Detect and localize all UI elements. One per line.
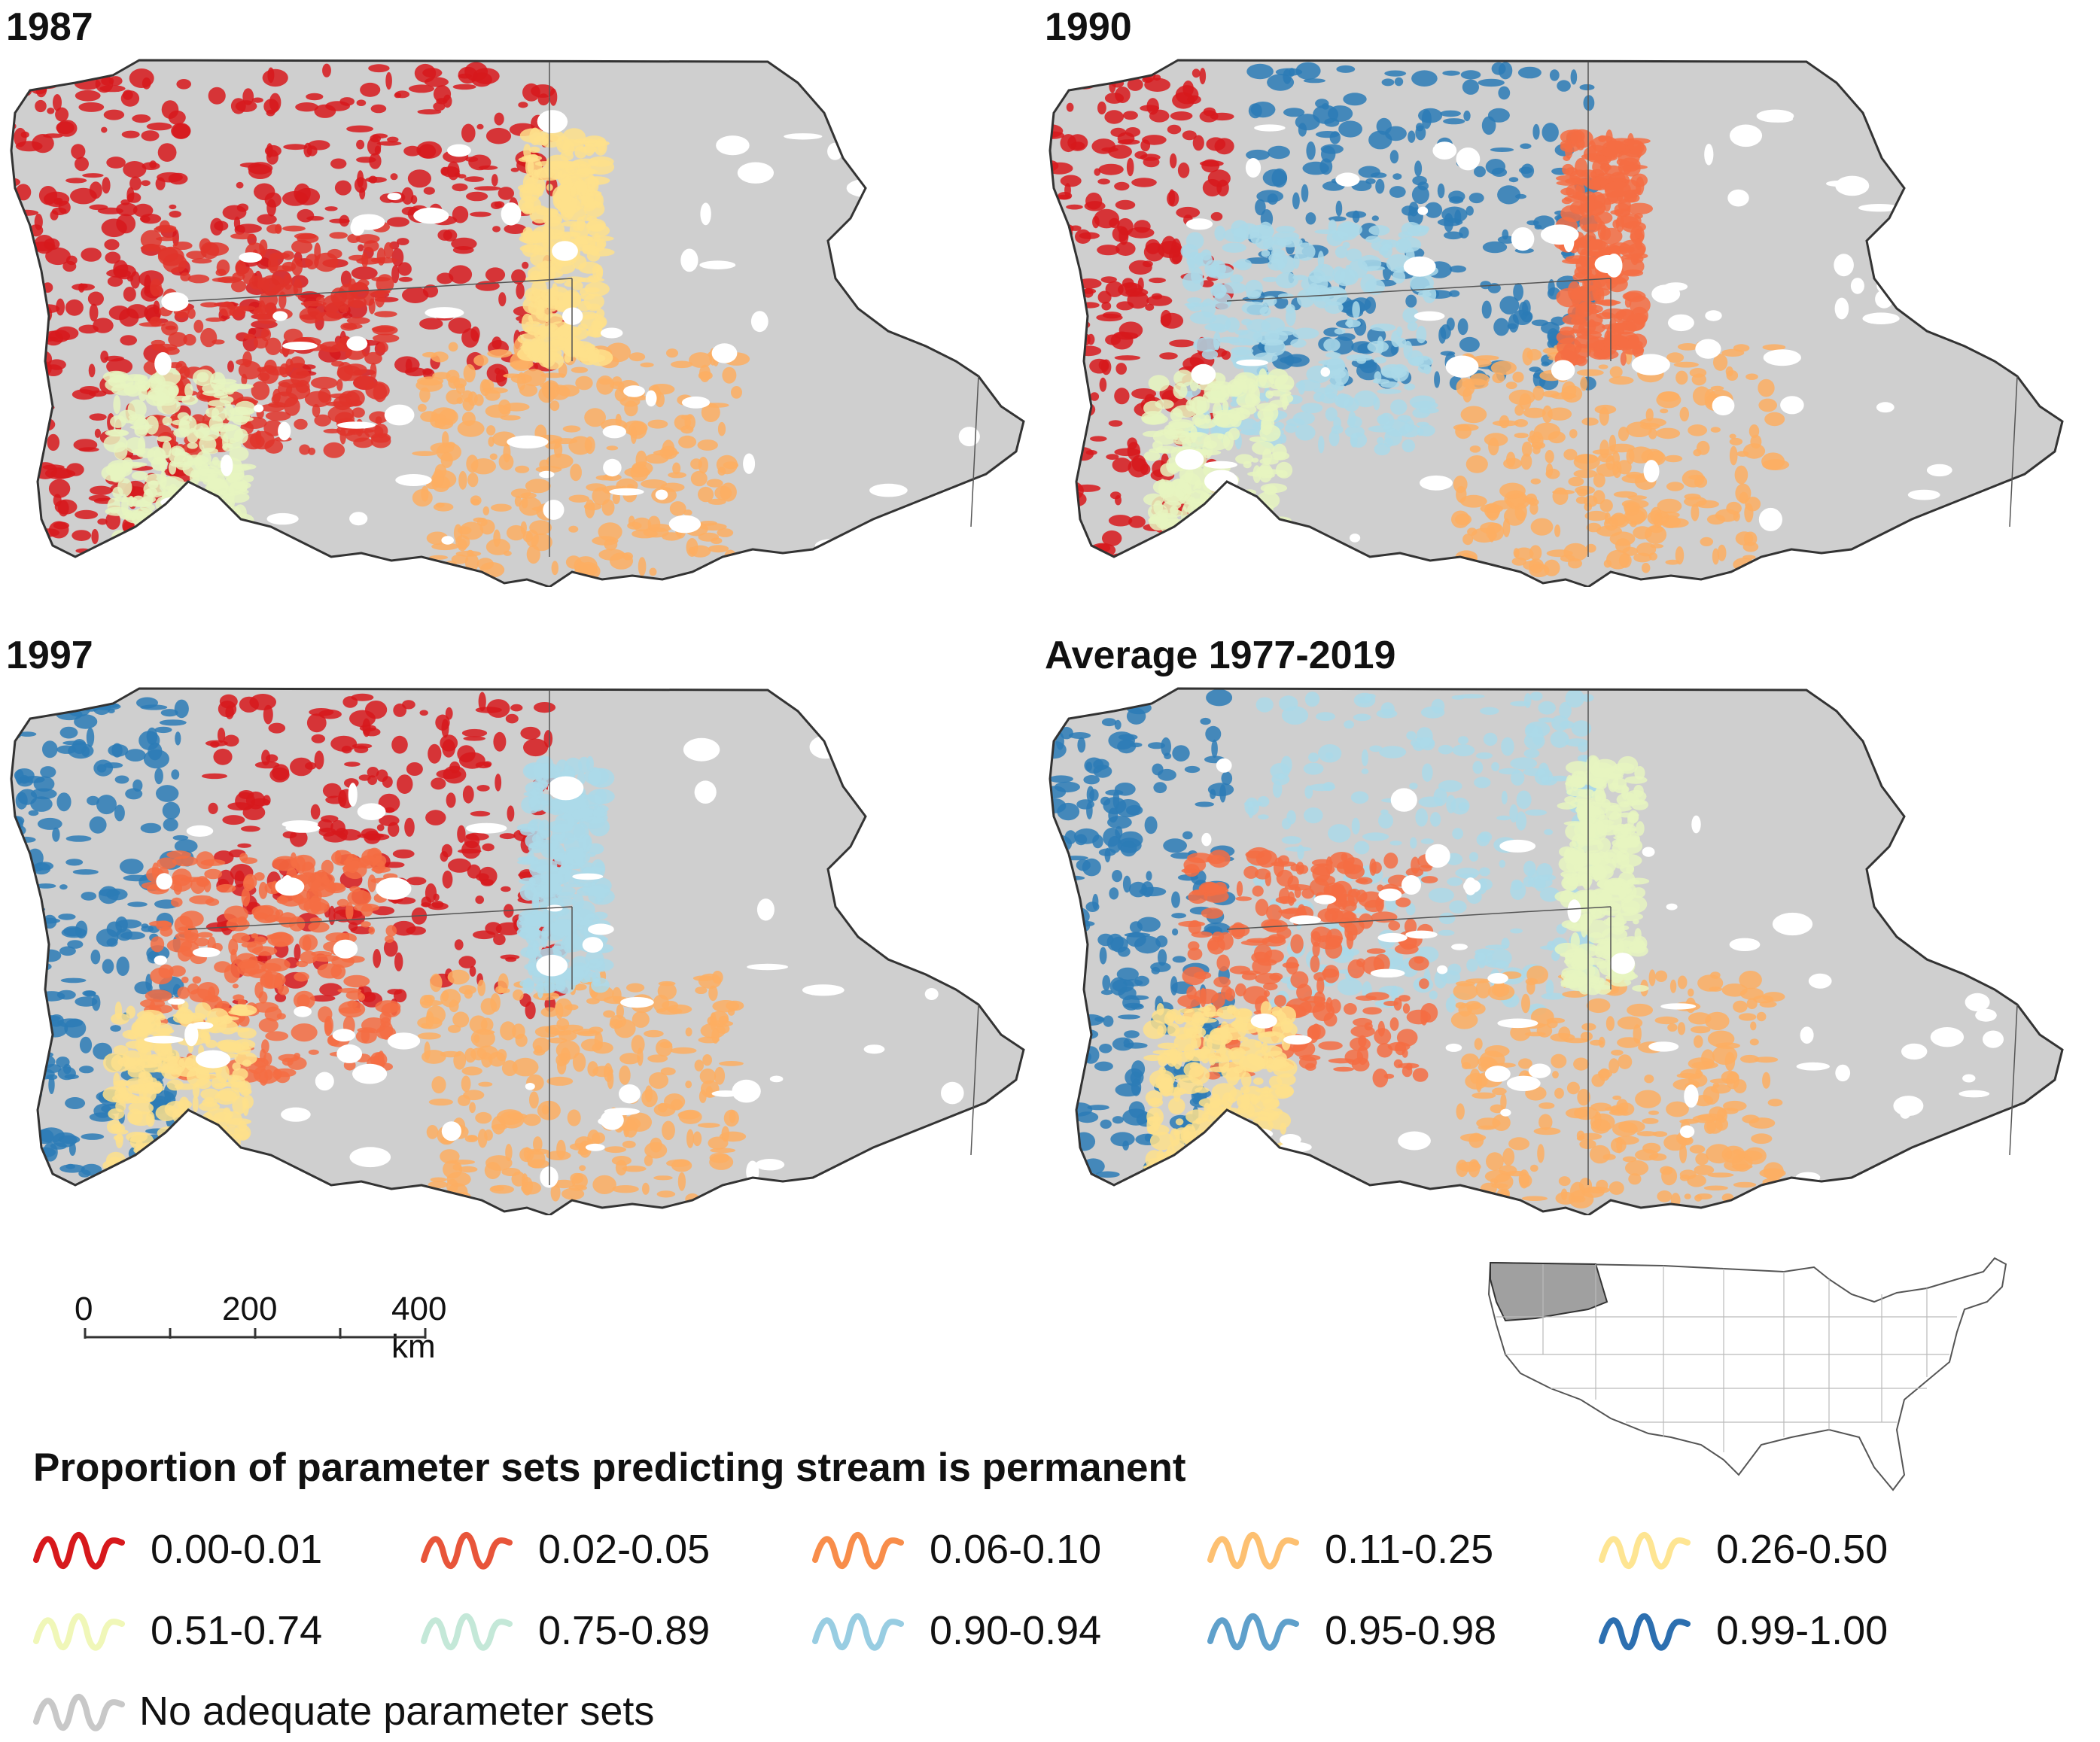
map-panel-1997: 1997 xyxy=(0,628,1039,1215)
legend-label: 0.90-0.94 xyxy=(930,1607,1101,1654)
stream-line-swatch-icon xyxy=(1204,1607,1302,1660)
legend-label: 0.51-0.74 xyxy=(151,1607,322,1654)
region-map-1987 xyxy=(0,0,1039,587)
stream-line-swatch-icon xyxy=(1596,1526,1694,1579)
legend-label: 0.75-0.89 xyxy=(538,1607,710,1654)
legend-label: 0.95-0.98 xyxy=(1325,1607,1496,1654)
region-map-1997 xyxy=(0,628,1039,1215)
region-map-1990 xyxy=(1039,0,2077,587)
stream-line-swatch-icon xyxy=(809,1607,907,1660)
legend-label: 0.26-0.50 xyxy=(1716,1526,1888,1573)
stream-line-swatch-icon xyxy=(30,1607,128,1660)
map-panel-1990: 1990 xyxy=(1039,0,2077,587)
legend-label: No adequate parameter sets xyxy=(139,1688,654,1734)
legend: Proportion of parameter sets predicting … xyxy=(30,1445,2062,1738)
stream-line-swatch-icon xyxy=(30,1688,128,1740)
stream-line-swatch-icon xyxy=(1204,1526,1302,1579)
stream-line-swatch-icon xyxy=(809,1526,907,1579)
legend-label: 0.11-0.25 xyxy=(1325,1526,1493,1573)
stream-line-swatch-icon xyxy=(30,1526,128,1579)
scale-bar-ruler xyxy=(72,1291,463,1381)
stream-line-swatch-icon xyxy=(1596,1607,1694,1660)
legend-label: 0.00-0.01 xyxy=(151,1526,322,1573)
map-panel-average: Average 1977-2019 xyxy=(1039,628,2077,1215)
stream-line-swatch-icon xyxy=(418,1526,516,1579)
legend-label: 0.99-1.00 xyxy=(1716,1607,1888,1654)
region-map-average xyxy=(1039,628,2077,1215)
legend-title: Proportion of parameter sets predicting … xyxy=(33,1445,1186,1491)
legend-label: 0.06-0.10 xyxy=(930,1526,1101,1573)
legend-label: 0.02-0.05 xyxy=(538,1526,710,1573)
map-panel-1987: 1987 xyxy=(0,0,1039,587)
stream-line-swatch-icon xyxy=(418,1607,516,1660)
scale-bar: 0 200 400 km xyxy=(72,1291,463,1381)
